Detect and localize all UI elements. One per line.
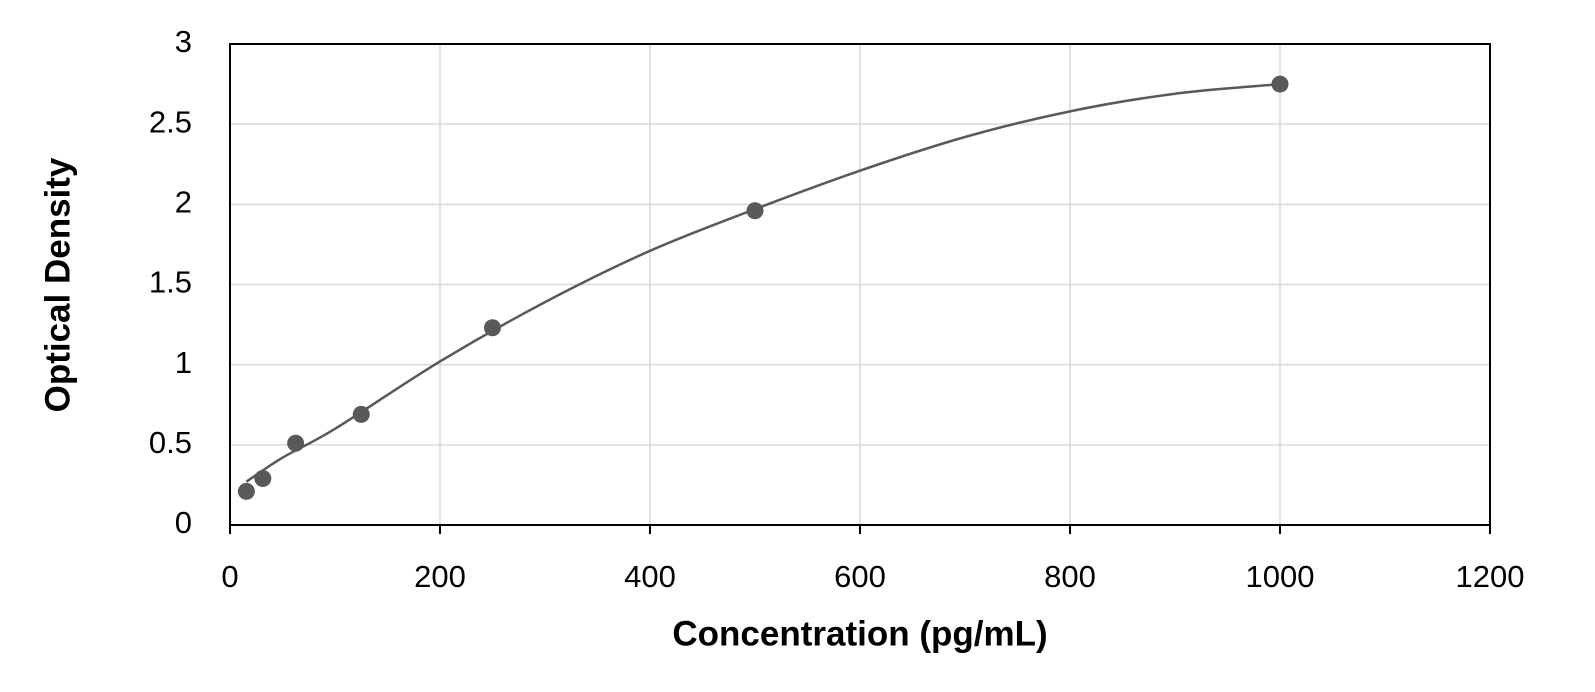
x-tick-label: 400 xyxy=(624,559,676,594)
y-tick-label: 2.5 xyxy=(149,104,192,139)
x-axis-title: Concentration (pg/mL) xyxy=(672,614,1047,653)
y-axis-title: Optical Density xyxy=(38,157,77,412)
data-point xyxy=(237,482,255,500)
y-tick-label: 0 xyxy=(175,505,192,540)
y-tick-label: 1.5 xyxy=(149,265,192,300)
plot-frame xyxy=(229,43,1491,526)
x-tick-label: 1200 xyxy=(1456,559,1525,594)
y-tick-label: 2 xyxy=(175,185,192,220)
y-tick-label: 3 xyxy=(175,24,192,59)
x-tick-label: 0 xyxy=(221,559,238,594)
y-tick-label: 0.5 xyxy=(149,425,192,460)
x-tick-label: 800 xyxy=(1044,559,1096,594)
x-tick-label: 1000 xyxy=(1246,559,1315,594)
fit-curve xyxy=(245,82,1281,483)
x-tick-label: 600 xyxy=(834,559,886,594)
x-tick-label: 200 xyxy=(414,559,466,594)
y-tick-label: 1 xyxy=(175,345,192,380)
data-point xyxy=(254,470,272,488)
